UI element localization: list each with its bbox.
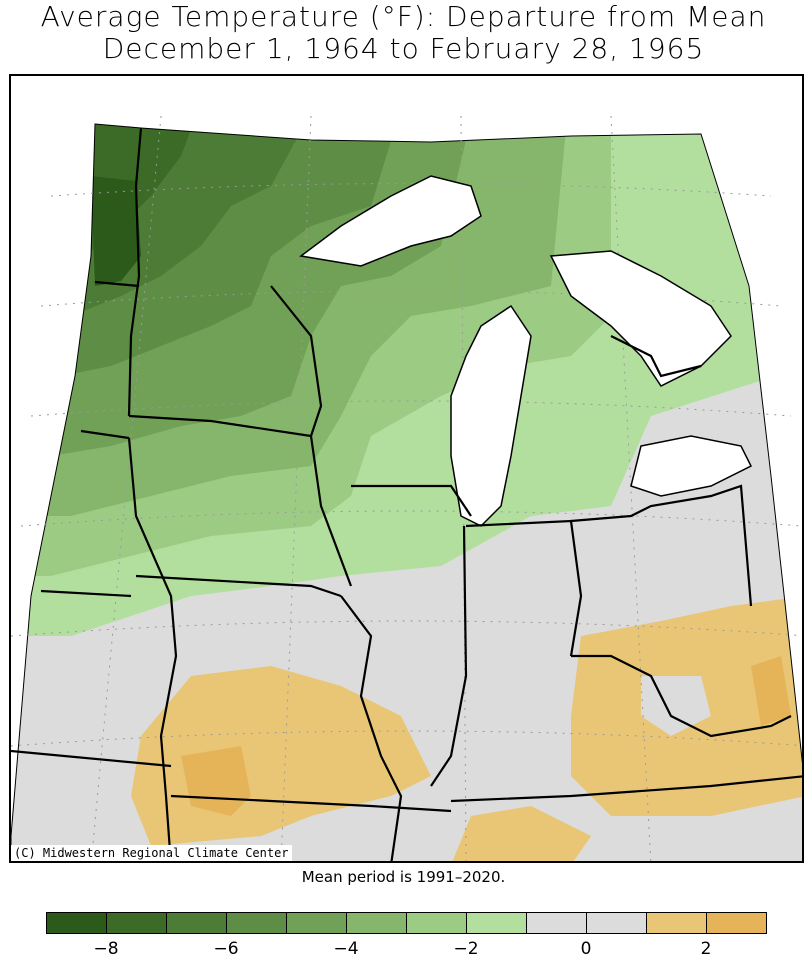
- border-ky-tn: [450, 775, 802, 803]
- legend-bin: [286, 912, 347, 934]
- legend-bin: [706, 912, 767, 934]
- mean-period-note: Mean period is 1991–2020.: [301, 868, 506, 886]
- legend-bin: [226, 912, 287, 934]
- legend-tick-label: −8: [93, 939, 119, 959]
- legend-bin: [406, 912, 467, 934]
- map-title-line-1: Average Temperature (°F): Departure from…: [40, 0, 767, 33]
- legend-bin: [166, 912, 227, 934]
- border-mn-wi: [270, 285, 323, 437]
- legend-bin: [466, 912, 527, 934]
- credit-label: (C) Midwestern Regional Climate Center: [11, 845, 292, 861]
- great-lakes: [299, 175, 753, 527]
- border-sd-ne: [80, 429, 130, 440]
- border-il-in: [430, 525, 468, 787]
- border-ne-ks: [40, 589, 132, 598]
- legend-tick-label: −6: [213, 939, 239, 959]
- state-borders: [11, 127, 802, 861]
- border-mi-on: [610, 335, 702, 378]
- lake-superior: [299, 175, 482, 267]
- lake-erie: [630, 435, 753, 497]
- map-frame: (C) Midwestern Regional Climate Center: [9, 74, 804, 863]
- legend-bin: [46, 912, 107, 934]
- field-plus-2-3-east: [751, 656, 791, 726]
- temperature-departure-map: (C) Midwestern Regional Climate Center: [11, 115, 802, 861]
- legend-bin: [646, 912, 707, 934]
- legend-tick-label: 2: [700, 939, 712, 959]
- legend-bin: [346, 912, 407, 934]
- border-mo-ar: [170, 794, 452, 813]
- legend-bin: [586, 912, 647, 934]
- border-ia-mo: [135, 574, 342, 598]
- graticule: [11, 115, 802, 861]
- border-oh-pa: [570, 484, 753, 607]
- color-legend: [46, 912, 767, 934]
- border-ne-ia-mo: [127, 437, 178, 861]
- legend-tick-label: −4: [333, 939, 359, 959]
- domain-outline: [11, 123, 802, 861]
- border-ks-ok: [11, 749, 172, 768]
- field-minus-8-9: [91, 176, 141, 286]
- field-plus-1-2-south: [451, 806, 591, 861]
- lake-michigan: [450, 304, 532, 527]
- border-wi-il: [351, 484, 472, 517]
- legend-bin: [106, 912, 167, 934]
- field-plus-2-3-west: [181, 746, 251, 816]
- legend-bin: [526, 912, 587, 934]
- legend-tick-label: 0: [580, 939, 592, 959]
- legend-tick-label: −2: [453, 939, 479, 959]
- border-nd-mn: [127, 127, 143, 417]
- map-title-line-2: December 1, 1964 to February 28, 1965: [102, 32, 705, 65]
- border-in-oh: [465, 519, 583, 657]
- border-nd-sd: [94, 280, 140, 288]
- border-ky-wv: [571, 654, 792, 738]
